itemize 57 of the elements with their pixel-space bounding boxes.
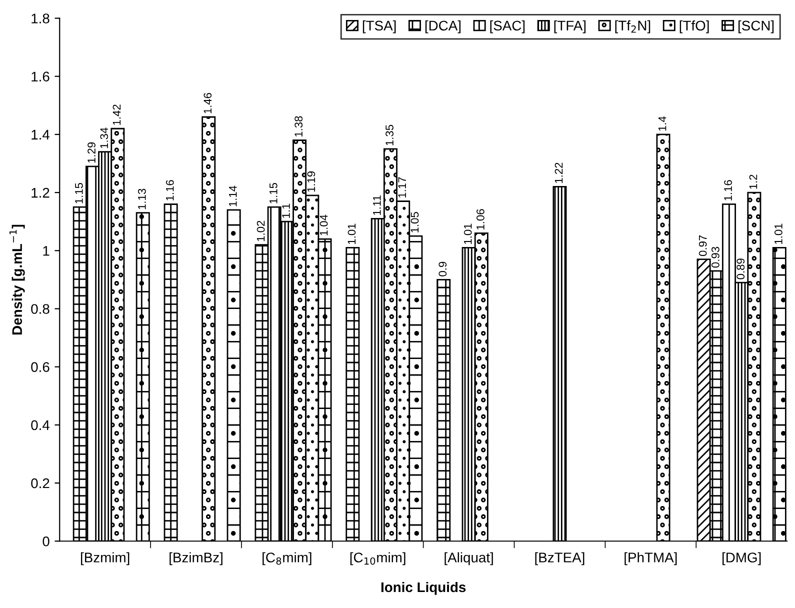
data-label: 1.14	[229, 186, 237, 206]
y-tick-label: 1.4	[32, 130, 50, 140]
y-tick-label: 0.4	[31, 420, 50, 430]
data-label: 1.4	[658, 116, 666, 131]
y-tick-label: 1.8	[32, 14, 50, 24]
data-label: 1.02	[256, 220, 265, 242]
data-label: 1.19	[307, 171, 316, 192]
x-tick-label: [C$_{8}$mim]	[262, 552, 312, 566]
data-label: 1.13	[138, 188, 146, 210]
data-label: 1.46	[204, 92, 212, 114]
legend-label: [DCA]	[425, 20, 460, 34]
data-label: 1.22	[554, 162, 563, 183]
y-tick-label: 0.6	[31, 362, 50, 372]
x-tick-label: [PhTMA]	[624, 552, 677, 566]
data-label: 1.01	[774, 224, 782, 244]
data-label: 1.11	[373, 196, 381, 215]
data-label: 1.15	[270, 182, 278, 204]
y-axis-title: Density [g.mL$^{−1}$]	[9, 224, 25, 334]
data-label: 1.05	[410, 212, 419, 232]
legend-label: [Tf$_{2}$N]	[615, 20, 650, 34]
data-label: 1.2	[749, 174, 758, 189]
legend-label: [TSA]	[362, 20, 396, 34]
data-label: 1.01	[464, 224, 472, 244]
x-tick-label: [DMG]	[722, 552, 761, 566]
y-tick-label: 0.2	[31, 478, 50, 488]
y-tick-label: 1	[43, 246, 50, 256]
legend-label: [TFA]	[554, 20, 586, 34]
data-label: 1.06	[476, 209, 484, 230]
data-label: 1.01	[348, 224, 356, 244]
x-tick-label: [BzimBz]	[170, 552, 222, 566]
data-label: 1.42	[112, 104, 121, 125]
data-label: 1.35	[386, 124, 394, 146]
data-label: 1.16	[724, 180, 732, 200]
data-label: 0.97	[698, 235, 707, 256]
data-label: 1.04	[320, 214, 328, 236]
x-tick-label: [C$_{10}$mim]	[350, 552, 406, 566]
data-label: 0.89	[736, 258, 745, 280]
data-label: 1.15	[75, 182, 83, 204]
y-tick-label: 0.8	[31, 304, 50, 314]
legend-label: [SCN]	[738, 20, 774, 34]
y-tick-label: 0	[42, 536, 50, 546]
data-label: 1.34	[100, 128, 108, 148]
data-label: 1.38	[294, 116, 303, 136]
data-label: 1.29	[88, 142, 96, 163]
data-label: 0.93	[712, 246, 720, 268]
x-tick-label: [BzTEA]	[535, 552, 584, 566]
legend-label: [SAC]	[490, 20, 525, 34]
x-axis-title: Ionic Liquids	[381, 582, 466, 595]
y-tick-label: 1.2	[32, 188, 50, 198]
data-label: 1.16	[166, 180, 174, 200]
legend-label: [TfO]	[680, 20, 709, 34]
data-label: 0.9	[438, 262, 447, 276]
x-tick-label: [Aliquat]	[444, 552, 493, 566]
y-tick-label: 1.6	[32, 72, 50, 82]
data-label: 1.17	[398, 177, 406, 198]
data-label: 1.1	[282, 204, 290, 218]
x-tick-label: [Bzmim]	[81, 552, 130, 566]
